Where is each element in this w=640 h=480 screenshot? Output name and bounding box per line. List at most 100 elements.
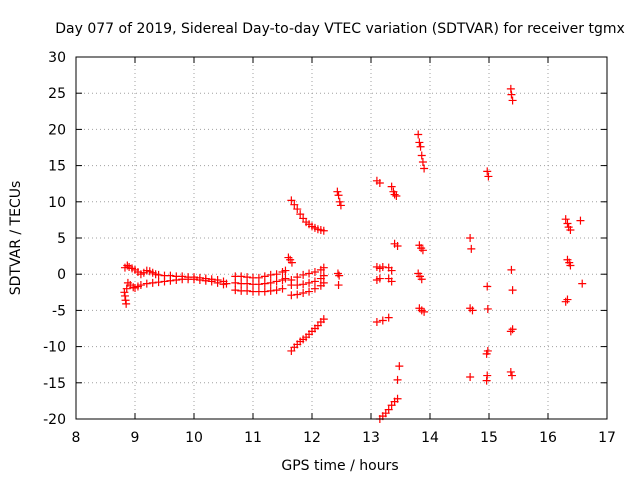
data-point [336, 201, 345, 210]
data-point [272, 270, 281, 279]
y-tick-label: -20 [43, 412, 66, 428]
data-point [508, 371, 517, 380]
data-point [254, 280, 263, 289]
data-point [393, 241, 402, 250]
x-tick-label: 14 [421, 430, 439, 446]
data-point [272, 286, 281, 295]
series-mid-lower [231, 284, 287, 296]
data-point [154, 270, 163, 279]
data-point [483, 167, 492, 176]
x-tick-label: 12 [303, 430, 321, 446]
data-point [201, 276, 210, 285]
data-point [482, 349, 491, 358]
data-point [418, 246, 427, 255]
data-point [166, 276, 175, 285]
data-point [392, 192, 401, 201]
data-point [172, 275, 181, 284]
series-t12-5 [333, 187, 345, 290]
series-arc-low [287, 315, 328, 355]
data-point [281, 266, 290, 275]
data-point [375, 274, 384, 283]
data-point [319, 226, 328, 235]
y-tick-label: 15 [48, 159, 66, 175]
data-point [319, 315, 328, 324]
data-point [387, 266, 396, 275]
data-point [414, 130, 423, 139]
y-tick-label: 5 [57, 231, 66, 247]
data-point [483, 304, 492, 313]
data-point [375, 178, 384, 187]
data-point [195, 275, 204, 284]
data-point [260, 287, 269, 296]
data-point [293, 290, 302, 299]
data-point [293, 205, 302, 214]
data-point [310, 277, 319, 286]
data-point [129, 283, 138, 292]
data-point [566, 261, 575, 270]
data-point [387, 182, 396, 191]
data-point [287, 291, 296, 300]
x-tick-label: 16 [539, 430, 557, 446]
data-point [122, 299, 131, 308]
x-tick-label: 10 [185, 430, 203, 446]
x-tick-label: 11 [244, 430, 262, 446]
data-point [319, 271, 328, 280]
series-t15-4 [506, 84, 517, 380]
x-tick-label: 9 [131, 430, 140, 446]
data-point [415, 138, 424, 147]
series-t16-3 [561, 215, 587, 306]
data-point [122, 284, 131, 293]
data-point [466, 234, 475, 242]
data-point [213, 278, 222, 287]
y-tick-label: 20 [48, 122, 66, 138]
data-point [272, 277, 281, 286]
series-t15 [482, 167, 493, 385]
data-point [219, 280, 228, 289]
data-point [372, 317, 381, 326]
data-point [293, 281, 302, 290]
data-point [319, 278, 328, 287]
data-point [231, 286, 240, 295]
data-point [561, 297, 570, 306]
data-point [160, 277, 169, 286]
data-point [482, 376, 491, 385]
data-point [299, 280, 308, 289]
data-point [561, 215, 570, 224]
data-point [508, 325, 517, 334]
data-point [507, 265, 516, 274]
data-point [266, 286, 275, 295]
data-point [266, 270, 275, 279]
y-tick-label: 0 [57, 267, 66, 283]
data-point [142, 279, 151, 288]
data-point [305, 269, 314, 278]
data-point [390, 190, 399, 199]
data-point [506, 367, 515, 376]
data-point [563, 219, 572, 228]
series-small-hook [284, 253, 296, 267]
data-points [120, 84, 587, 423]
data-point [154, 278, 163, 287]
data-point [387, 277, 396, 286]
data-point [299, 289, 308, 298]
data-point [417, 275, 426, 284]
data-point [335, 271, 344, 280]
data-point [148, 278, 157, 287]
data-point [418, 157, 427, 166]
series-early-tail [120, 284, 131, 308]
x-axis-title: GPS time / hours [281, 458, 398, 474]
data-point [287, 196, 296, 205]
data-point [378, 262, 387, 271]
chart-title: Day 077 of 2019, Sidereal Day-to-day VTE… [55, 21, 625, 37]
data-point [278, 284, 287, 293]
data-point [296, 210, 305, 219]
data-point [333, 187, 342, 196]
series-band-b [287, 278, 328, 300]
data-point [395, 362, 404, 371]
data-point [566, 226, 575, 235]
y-tick-label: -10 [43, 340, 66, 356]
data-point [393, 375, 402, 384]
data-point [310, 268, 319, 277]
data-point [508, 286, 517, 295]
